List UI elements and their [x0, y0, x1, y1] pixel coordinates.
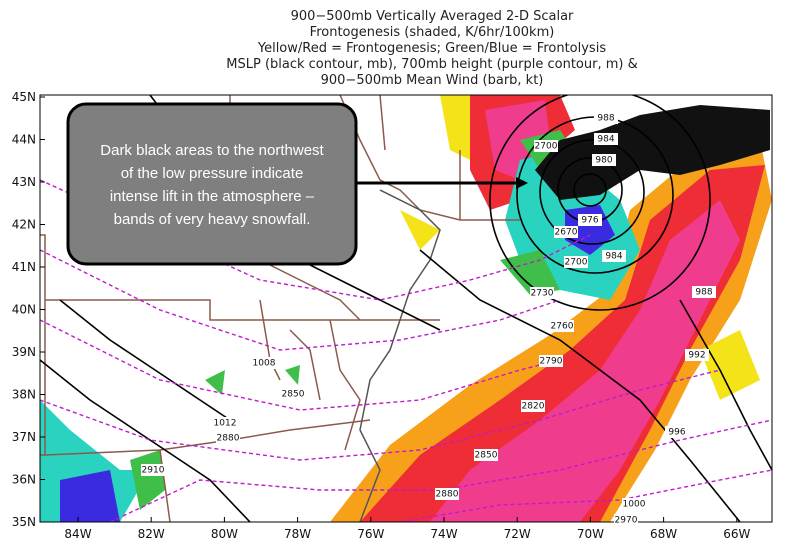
lon-label: 78W	[284, 527, 311, 541]
contour-label: 2730	[531, 289, 554, 299]
contour-label: 992	[688, 351, 705, 361]
contour-label: 2760	[551, 322, 574, 332]
contour-label: 2850	[475, 451, 498, 461]
callout-line: Dark black areas to the northwest	[100, 142, 324, 159]
callout: Dark black areas to the northwest of the …	[66, 102, 528, 266]
contour-label: 2790	[540, 357, 563, 367]
contour-label-bg	[213, 417, 237, 429]
contour-label-bg	[534, 140, 558, 152]
contour-label-bg	[530, 287, 554, 299]
lat-label: 41N	[12, 260, 36, 274]
shade-green	[500, 130, 580, 295]
lon-label: 72W	[504, 527, 531, 541]
contour-label-bg	[141, 464, 165, 476]
lat-label: 45N	[12, 90, 36, 104]
lat-label: 42N	[12, 218, 36, 232]
lon-label: 80W	[211, 527, 238, 541]
contour-label-bg	[216, 432, 240, 444]
shade-blue-sw	[60, 470, 120, 522]
contour-label: 2700	[535, 142, 558, 152]
callout-line: of the low pressure indicate	[121, 165, 304, 182]
callout-line: intense lift in the atmosphere –	[110, 188, 315, 205]
lat-label: 43N	[12, 175, 36, 189]
contour-label: 2910	[142, 466, 165, 476]
contour-label-bg	[592, 154, 616, 166]
contour-label: 2700	[565, 258, 588, 268]
contour-label-bg	[550, 320, 574, 332]
contour-label-bg	[539, 355, 563, 367]
axis-labels: 45N 44N 43N 42N 41N 40N 39N 38N 37N 36N 35N 84W 82W 8…	[12, 90, 751, 541]
lon-label: 74W	[430, 527, 457, 541]
contour-labels: 988 984 980 976 2700 2670 2700 984 2730 988 2760 27…	[141, 112, 716, 526]
contour-label-bg	[622, 498, 646, 510]
contour-label: 2970	[615, 516, 638, 526]
contour-label-bg	[474, 449, 498, 461]
map-field	[40, 95, 772, 522]
title-line: 900−500mb Mean Wind (barb, kt)	[321, 73, 544, 88]
contour-label: 2880	[436, 490, 459, 500]
map-frame	[39, 94, 773, 523]
shade-pink	[430, 200, 740, 522]
contour-label: 2880	[217, 434, 240, 444]
contour-label-bg	[594, 133, 618, 145]
title-line: Frontogenesis (shaded, K/6hr/100km)	[310, 25, 555, 40]
lat-label: 44N	[12, 133, 36, 147]
contour-label: 1008	[253, 359, 276, 369]
callout-line: bands of very heavy snowfall.	[114, 211, 311, 228]
shade-red	[360, 165, 765, 522]
contour-label: 2670	[555, 228, 578, 238]
lon-label: 70W	[577, 527, 604, 541]
title-line: 900−500mb Vertically Averaged 2-D Scalar	[291, 9, 574, 24]
contour-label: 1012	[214, 419, 237, 429]
contour-label-bg	[614, 514, 638, 526]
callout-text: Dark black areas to the northwest of the …	[100, 142, 324, 228]
contour-label-bg	[578, 214, 602, 226]
lat-label: 40N	[12, 303, 36, 317]
contour-label-bg	[435, 488, 459, 500]
contour-label-bg	[521, 400, 545, 412]
contour-label-bg	[252, 357, 276, 369]
shade-black	[535, 105, 770, 200]
borders	[40, 95, 520, 522]
contour-label: 988	[597, 114, 614, 124]
contour-label-bg	[692, 286, 716, 298]
title-block: 900−500mb Vertically Averaged 2-D Scalar…	[226, 9, 637, 88]
lat-label: 39N	[12, 345, 36, 359]
contour-label-bg	[281, 388, 305, 400]
callout-arrowhead	[516, 177, 528, 189]
lat-label: 35N	[12, 515, 36, 529]
contour-label: 1000	[623, 500, 646, 510]
contour-label: 988	[695, 288, 712, 298]
contour-label-bg	[665, 426, 689, 438]
contour-label: 976	[581, 216, 598, 226]
lon-label: 68W	[650, 527, 677, 541]
lon-label: 82W	[138, 527, 165, 541]
lat-label: 37N	[12, 430, 36, 444]
contour-label-bg	[554, 226, 578, 238]
contour-label: 2850	[282, 390, 305, 400]
contour-label: 996	[668, 428, 685, 438]
lat-label: 38N	[12, 388, 36, 402]
title-line: MSLP (black contour, mb), 700mb height (…	[226, 57, 637, 72]
contour-label-bg	[685, 349, 709, 361]
lat-label: 36N	[12, 473, 36, 487]
contour-label-bg	[594, 112, 618, 124]
contour-label: 984	[605, 252, 622, 262]
contour-label-bg	[564, 256, 588, 268]
lon-label: 66W	[723, 527, 750, 541]
contour-label-bg	[602, 250, 626, 262]
contour-label: 984	[597, 135, 614, 145]
contour-label: 2820	[522, 402, 545, 412]
shade-yellow	[400, 95, 760, 400]
lon-label: 76W	[357, 527, 384, 541]
contour-label: 980	[595, 156, 612, 166]
shade-green-misc	[130, 365, 300, 510]
title-line: Yellow/Red = Frontogenesis; Green/Blue =…	[257, 41, 606, 56]
callout-box	[66, 102, 358, 266]
lon-label: 84W	[64, 527, 91, 541]
